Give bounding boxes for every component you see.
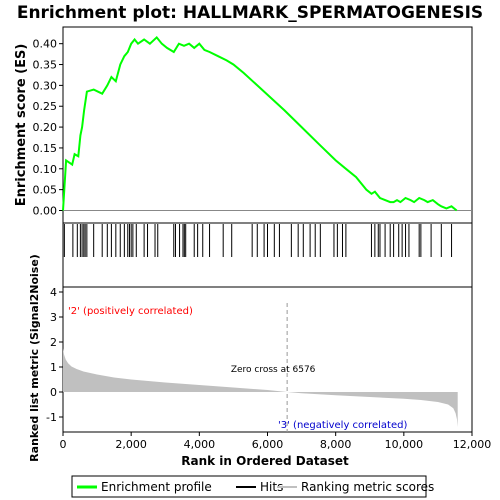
hit-marks [63,224,453,257]
legend-enrichment-label: Enrichment profile [101,480,212,494]
es-panel: 0.00 0.05 0.10 0.15 0.20 0.25 0.30 0.35 0.40 Enr… [14,26,473,224]
metric-plot-frame [62,286,473,433]
metric-y-tick-label: 3 [50,311,57,324]
es-y-tick-label: 0.15 [33,142,58,155]
x-tick-label: 6,000 [252,438,284,451]
metric-y-tick-label: -1 [46,411,57,424]
metric-y-ticks: -1 0 1 2 3 4 [46,286,63,424]
legend-hits-label: Hits [260,480,283,494]
es-y-tick-label: 0.20 [33,121,58,134]
es-y-tick-label: 0.25 [33,100,58,113]
es-y-ticks: 0.00 0.05 0.10 0.15 0.20 0.25 0.30 0.35 0.40 [33,38,63,217]
chart-title: Enrichment plot: HALLMARK_SPERMATOGENESI… [17,3,483,23]
legend: Enrichment profile Hits Ranking metric s… [71,475,434,498]
x-tick-label: 12,000 [453,438,492,451]
metric-panel: -1 0 1 2 3 4 Zero cross at 6576 '2' (positive… [28,254,473,462]
es-y-axis-label: Enrichment score (ES) [14,44,29,207]
x-tick-label: 4,000 [184,438,216,451]
es-y-tick-label: 0.00 [33,204,58,217]
positive-correlation-label: '2' (positively correlated) [68,306,193,317]
es-y-tick-label: 0.40 [33,38,58,51]
hits-panel [62,222,473,288]
x-tick-label: 10,000 [385,438,424,451]
x-tick-label: 8,000 [320,438,352,451]
metric-y-tick-label: 4 [50,286,57,299]
es-y-tick-label: 0.05 [33,184,58,197]
x-axis: 0 2,000 4,000 6,000 8,000 10,000 12,000 [60,432,492,451]
negative-correlation-label: '3' (negatively correlated) [278,420,407,431]
es-plot-frame [62,26,473,224]
es-y-tick-label: 0.35 [33,59,58,72]
x-axis-label: Rank in Ordered Dataset [181,454,349,468]
legend-metric-label: Ranking metric scores [301,480,434,494]
es-y-tick-label: 0.30 [33,79,58,92]
metric-y-tick-label: 0 [50,386,57,399]
enrichment-profile-line [62,35,458,212]
metric-y-axis-label: Ranked list metric (Signal2Noise) [28,254,41,462]
metric-y-tick-label: 1 [50,361,57,374]
zero-cross-label: Zero cross at 6576 [231,365,316,375]
metric-y-tick-label: 2 [50,336,57,349]
ranking-metric-area [63,348,458,427]
es-y-tick-label: 0.10 [33,163,58,176]
x-tick-label: 0 [60,438,67,451]
x-tick-label: 2,000 [115,438,147,451]
